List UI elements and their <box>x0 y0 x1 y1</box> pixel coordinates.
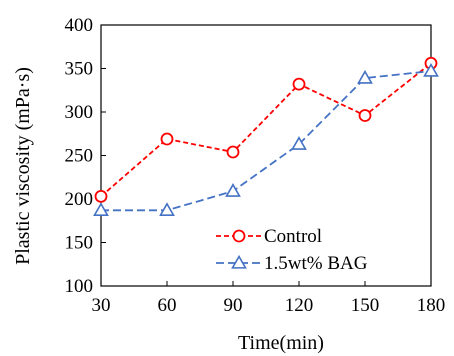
data-point <box>94 189 108 203</box>
x-axis-label: Time(min) <box>238 332 324 354</box>
y-tick-label: 250 <box>65 146 94 167</box>
legend-marker <box>232 229 246 243</box>
x-tick-label: 120 <box>285 295 314 316</box>
x-tick-label: 60 <box>158 295 177 316</box>
legend: Control 1.5wt% BAG <box>216 226 368 274</box>
data-point <box>93 202 109 216</box>
y-tick-label: 150 <box>65 233 94 254</box>
x-axis: 30 60 90 120 150 180 <box>92 281 446 316</box>
x-tick-label: 150 <box>351 295 380 316</box>
series-line <box>101 70 432 212</box>
series-line <box>100 62 432 198</box>
data-point <box>357 69 373 84</box>
x-tick-label: 30 <box>92 295 111 316</box>
y-tick-label: 100 <box>65 276 94 297</box>
series-layer <box>93 56 439 216</box>
y-tick-label: 300 <box>65 102 94 123</box>
data-point <box>423 62 439 77</box>
series-1 <box>93 62 439 216</box>
data-point <box>225 183 241 197</box>
legend-marker <box>231 254 247 269</box>
x-tick-label: 180 <box>417 295 446 316</box>
data-point <box>160 132 174 146</box>
y-axis: 100 150 200 250 300 350 400 <box>65 15 106 297</box>
y-tick-label: 200 <box>65 189 94 210</box>
y-tick-label: 350 <box>65 59 94 80</box>
x-tick-label: 90 <box>224 295 243 316</box>
data-point <box>358 109 372 122</box>
series-0 <box>94 56 438 203</box>
y-axis-label: Plastic viscosity (mPa·s) <box>12 67 34 265</box>
data-point <box>226 145 240 159</box>
data-point <box>159 202 175 216</box>
data-point <box>292 77 306 91</box>
data-point <box>291 136 307 150</box>
legend-label: Control <box>264 226 322 247</box>
y-tick-label: 400 <box>65 15 94 36</box>
legend-label: 1.5wt% BAG <box>264 253 368 274</box>
